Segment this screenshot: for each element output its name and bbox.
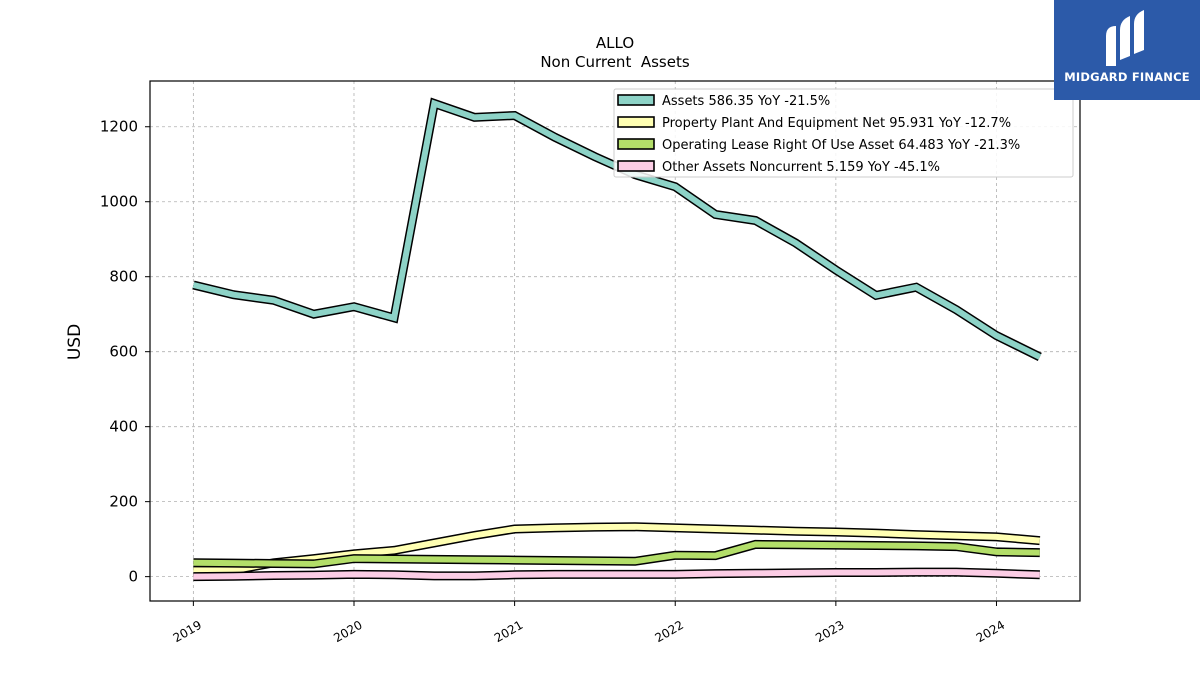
legend-item: Other Assets Noncurrent 5.159 YoY -45.1% [617,160,940,175]
series-line-3 [193,567,1040,582]
x-tick-label: 2022 [653,618,686,645]
y-tick-label: 800 [109,268,138,286]
legend-swatch [617,160,655,172]
chart-subtitle: Non Current Assets [540,53,690,71]
series-line-1 [193,522,1041,575]
y-tick-label: 1200 [100,118,138,136]
x-tick-label: 2021 [492,618,525,645]
legend-label: Other Assets Noncurrent 5.159 YoY -45.1% [662,160,940,175]
y-tick-label: 600 [109,343,138,361]
y-tick-label: 0 [128,568,138,586]
legend: Assets 586.35 YoY -21.5% Property Plant A… [613,88,1074,178]
chart-title: ALLO [596,34,634,52]
legend-swatch [617,138,655,150]
legend-item: Assets 586.35 YoY -21.5% [617,94,830,109]
x-tick-label: 2019 [171,618,204,645]
logo-mark-icon [1106,10,1144,66]
logo-text: MIDGARD FINANCE [1064,70,1190,84]
x-tick-label: 2020 [331,618,364,645]
plot-frame [149,80,1081,602]
legend-label: Operating Lease Right Of Use Asset 64.48… [662,138,1020,153]
legend-label: Assets 586.35 YoY -21.5% [662,94,830,109]
legend-swatch [617,94,655,106]
y-tick-label: 1000 [100,193,138,211]
series-stroke [193,569,1040,580]
legend-swatch [617,116,655,128]
x-tick-label: 2023 [813,618,846,645]
y-axis-label: USD [65,324,85,360]
midgard-finance-logo: MIDGARD FINANCE [1054,0,1200,100]
series-stroke [193,541,1040,567]
series-stroke [193,523,1041,574]
x-tick-label: 2024 [974,618,1007,645]
y-tick-label: 400 [109,418,138,436]
legend-item: Operating Lease Right Of Use Asset 64.48… [617,138,1020,153]
legend-item: Property Plant And Equipment Net 95.931 … [617,116,1011,131]
legend-box [613,88,1074,178]
legend-label: Property Plant And Equipment Net 95.931 … [662,116,1011,131]
series-line-2 [193,539,1040,569]
y-tick-label: 200 [109,493,138,511]
